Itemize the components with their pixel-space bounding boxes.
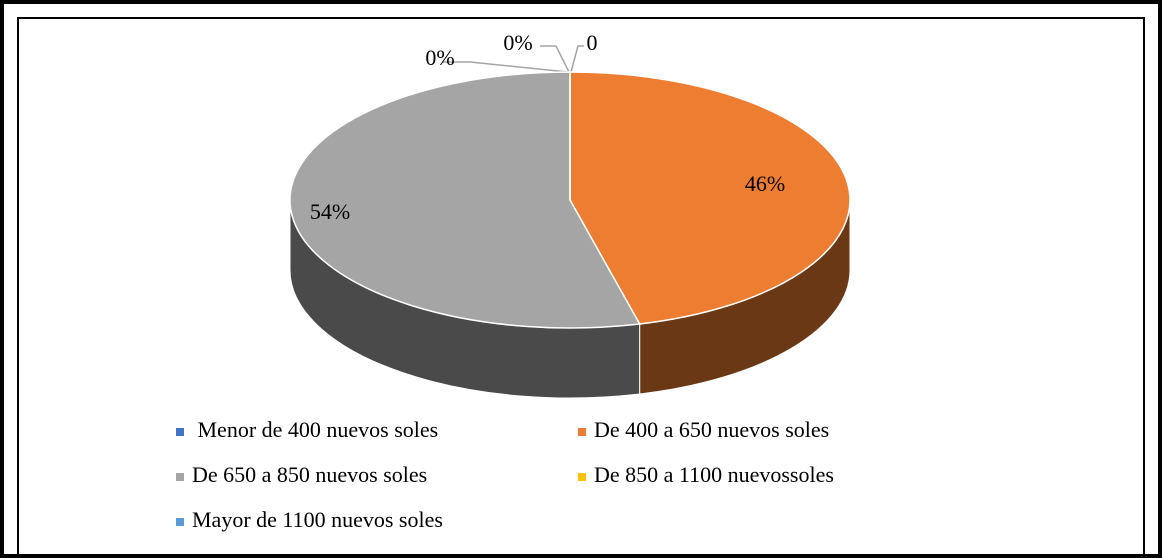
data-label: 0% [503,30,532,55]
legend-swatch [578,473,586,481]
legend-label: De 650 a 850 nuevos soles [192,462,427,487]
legend-swatch [176,473,184,481]
leader-line [442,61,569,73]
slice [569,71,851,325]
leader-line [540,45,570,73]
legend-label: Mayor de 1100 nuevos soles [192,507,443,532]
legend-label: De 400 a 650 nuevos soles [594,417,829,442]
slice [289,71,641,329]
legend-label: Menor de 400 nuevos soles [192,417,438,442]
data-label: 46% [745,171,785,196]
inner-frame [17,17,1145,558]
leader-lines [442,45,584,73]
pie: 0% 46% 54% 0% 0 [289,30,851,399]
legend-swatch [176,518,184,526]
leader-line [570,45,584,73]
legend-swatch [578,428,586,436]
data-label: 0 [587,30,598,55]
legend: Menor de 400 nuevos soles De 400 a 650 nu… [176,417,834,532]
legend-label: De 850 a 1100 nuevossoles [594,462,834,487]
data-label: 0% [425,45,454,70]
data-label: 54% [310,199,350,224]
legend-swatch [176,428,184,436]
